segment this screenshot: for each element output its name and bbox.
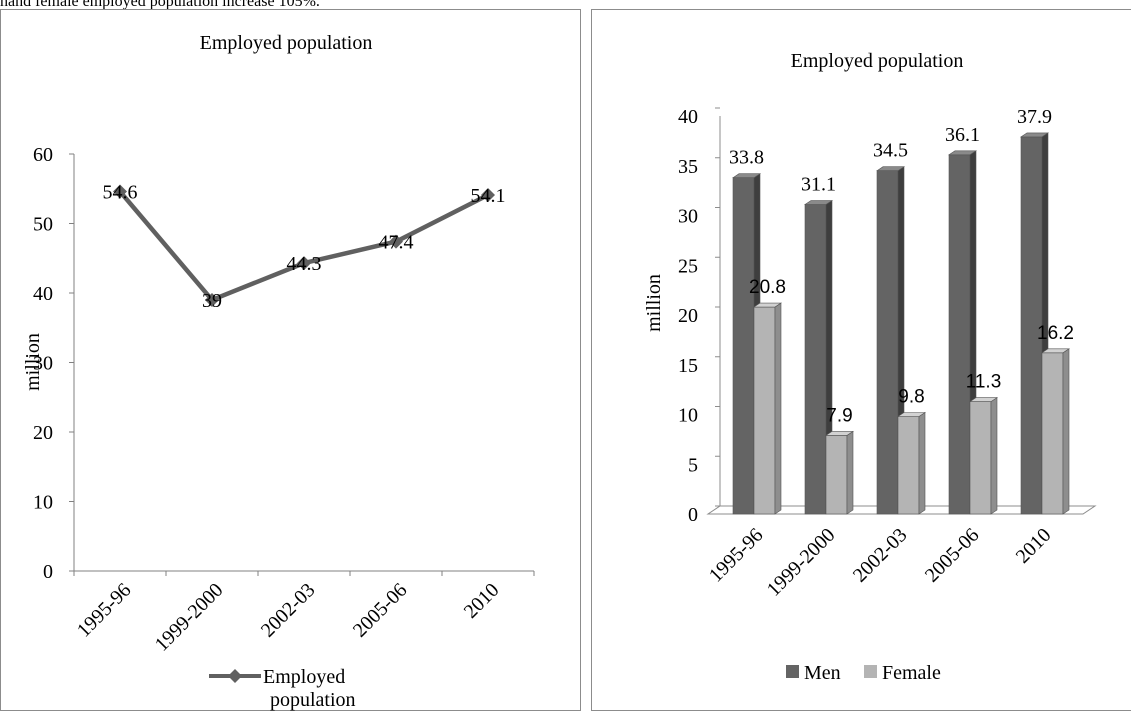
data-point-marker (297, 256, 311, 271)
data-point-marker (205, 292, 219, 307)
x-tick-label: 1995-96 (705, 524, 768, 587)
bar-female (825, 430, 854, 515)
x-tick-label: 2010 (1012, 524, 1056, 568)
x-tick-label: 2005-06 (349, 579, 412, 642)
data-label-men: 36.1 (945, 124, 980, 146)
bar-chart-title: Employed population (791, 50, 964, 72)
y-tick-label: 20 (33, 422, 53, 444)
y-tick-label: 25 (678, 255, 698, 277)
data-label-men: 33.8 (729, 147, 764, 169)
x-tick-label: 2005-06 (921, 524, 984, 587)
line-chart-data-labels: 54.6 39 44.3 47.4 54.1 (103, 182, 506, 312)
x-tick-label: 2010 (460, 579, 504, 623)
data-label-female: 9.8 (898, 386, 924, 407)
data-point-marker (481, 188, 495, 203)
data-label: 44.3 (287, 253, 322, 275)
line-chart-title: Employed population (200, 32, 373, 54)
data-point-marker (389, 234, 403, 249)
data-label-men: 31.1 (801, 174, 836, 196)
y-tick-label: 40 (678, 106, 698, 128)
data-label: 54.1 (471, 185, 506, 207)
x-tick-label: 1995-96 (73, 579, 136, 642)
series-line (118, 190, 490, 303)
x-tick-label: 2002-03 (257, 579, 320, 642)
data-label-female: 16.2 (1037, 323, 1074, 344)
bar-chart: Employed population million 0 5 10 15 20 25 30… (643, 50, 1097, 684)
data-label: 47.4 (379, 232, 414, 254)
x-tick-label: 1999-2000 (151, 579, 228, 656)
line-chart: Employed population million 0 10 20 30 40 50 6… (22, 32, 535, 711)
bar-men (948, 150, 977, 515)
bar-female (969, 397, 998, 515)
bar-chart-panel: Employed population million 0 5 10 15 20 25 30… (591, 9, 1131, 711)
line-chart-y-axis-label: million (22, 333, 44, 391)
data-label-men: 37.9 (1017, 106, 1052, 128)
y-tick-label: 5 (688, 454, 698, 476)
line-chart-x-ticks: 1995-96 1999-2000 2002-03 2005-06 2010 (73, 571, 535, 656)
line-chart-panel: Employed population million 0 10 20 30 40 50 6… (0, 9, 581, 711)
data-label-female: 7.9 (826, 405, 852, 426)
y-tick-label: 0 (43, 561, 53, 583)
y-tick-label: 50 (33, 214, 53, 236)
bar-chart-data-labels: 33.8 20.8 31.1 7.9 34.5 9.8 36.1 11.3 37.9 16.2 (729, 106, 1074, 426)
data-label: 54.6 (103, 182, 138, 204)
bar-female (1041, 348, 1070, 515)
y-tick-label: 60 (33, 144, 53, 166)
legend-label-men: Men (804, 662, 841, 684)
data-label-female: 20.8 (749, 277, 786, 298)
line-chart-series (113, 184, 495, 307)
legend-swatch-female (864, 665, 877, 678)
bar-chart-bars (732, 132, 1070, 515)
y-tick-label: 35 (678, 156, 698, 178)
y-tick-label: 15 (678, 355, 698, 377)
y-tick-label: 20 (678, 305, 698, 327)
data-label-men: 34.5 (873, 140, 908, 162)
bar-chart-y-ticks: 0 5 10 15 20 25 30 35 40 (678, 106, 720, 526)
bar-female (753, 302, 782, 515)
line-chart-y-ticks: 0 10 20 30 40 50 60 (33, 144, 74, 583)
bar-female (897, 411, 926, 515)
legend-label-line1: Employed (263, 666, 345, 688)
y-tick-label: 30 (33, 353, 53, 375)
bar-chart-y-axis-label: million (643, 274, 665, 332)
data-label-female: 11.3 (966, 372, 1002, 393)
legend-diamond-marker (228, 669, 242, 683)
x-tick-label: 2002-03 (849, 524, 912, 587)
data-label: 39 (202, 290, 222, 312)
y-tick-label: 40 (33, 283, 53, 305)
legend-swatch-men (786, 665, 799, 678)
x-tick-label: 1999-2000 (763, 524, 840, 601)
data-point-marker (113, 184, 127, 199)
y-tick-label: 10 (33, 492, 53, 514)
y-tick-label: 10 (678, 405, 698, 427)
y-tick-label: 0 (688, 504, 698, 526)
bar-chart-legend: Men Female (786, 662, 941, 684)
y-tick-label: 30 (678, 206, 698, 228)
legend-label-line2: population (270, 689, 356, 711)
chart-caption: hand female employed population increase… (0, 0, 320, 10)
line-chart-legend: Employed population (209, 666, 356, 711)
legend-label-female: Female (882, 662, 941, 684)
